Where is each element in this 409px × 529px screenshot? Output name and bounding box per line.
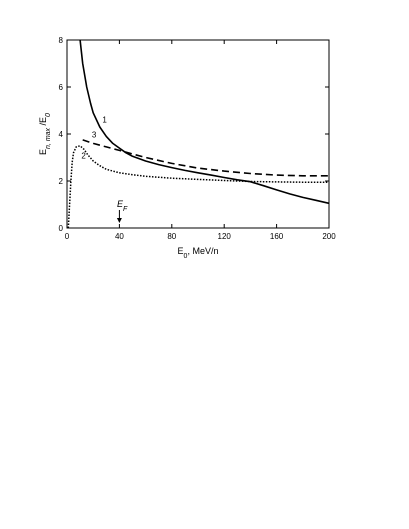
curve-labels: 1 2 3 xyxy=(81,115,107,160)
axis-ticks: 0 40 80 120 160 200 0 2 4 6 8 xyxy=(59,36,337,241)
y-tick-label: 2 xyxy=(59,177,64,186)
series-1-line xyxy=(79,39,330,205)
y-tick-label: 4 xyxy=(59,130,64,139)
x-tick-label: 200 xyxy=(322,232,336,241)
x-axis-label: E0, MeV/n xyxy=(178,246,219,260)
y-tick-label: 6 xyxy=(59,83,64,92)
series-group xyxy=(67,39,330,229)
x-tick-label: 80 xyxy=(167,232,176,241)
curve-label-3: 3 xyxy=(92,131,97,140)
fermi-energy-arrowhead xyxy=(116,218,122,223)
plot-frame xyxy=(66,39,330,229)
x-tick-label: 0 xyxy=(65,232,70,241)
x-tick-label: 120 xyxy=(218,232,232,241)
curve-label-2: 2 xyxy=(81,152,86,161)
x-tick-label: 40 xyxy=(115,232,124,241)
y-tick-label: 8 xyxy=(59,36,64,45)
y-axis-label: En, max /E0 xyxy=(38,113,52,155)
fermi-energy-label: EF xyxy=(117,199,128,213)
series-3-line xyxy=(82,139,329,177)
y-tick-label: 0 xyxy=(59,224,64,233)
series-2-line xyxy=(67,145,329,229)
curve-label-1: 1 xyxy=(102,115,107,124)
x-tick-label: 160 xyxy=(270,232,284,241)
